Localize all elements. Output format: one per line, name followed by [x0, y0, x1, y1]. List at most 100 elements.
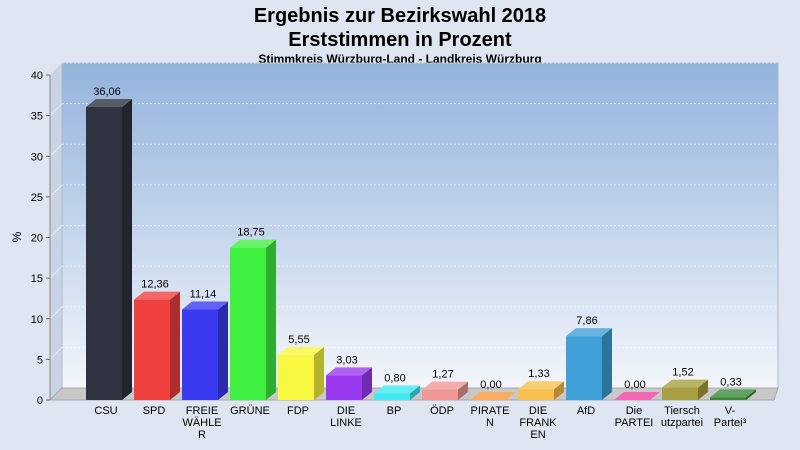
value-label: 18,75: [237, 227, 265, 239]
value-label: 3,03: [336, 354, 357, 366]
bar-top: [662, 379, 708, 388]
y-axis-label: %: [10, 231, 24, 242]
bar-side: [554, 381, 564, 400]
bar-top: [86, 99, 132, 108]
bar-13: [710, 389, 756, 400]
bar-front: [230, 247, 266, 400]
category-labels: CSU SPD FREIE WÄHLE R GRÜNE FDP DIE LINKE BP ÖDP PI…: [94, 405, 746, 441]
value-label: 0,80: [384, 373, 405, 385]
bar-front: [374, 393, 410, 400]
bar-side: [362, 367, 372, 400]
y-tick-label: 15: [31, 273, 43, 285]
y-tick-label: 10: [31, 314, 43, 326]
category-label: DIE LINKE: [330, 405, 362, 429]
bar-front: [278, 354, 314, 400]
bar-8: [470, 392, 516, 400]
bar-top: [326, 367, 372, 376]
category-label: V-Partei³: [714, 405, 747, 429]
bar-front: [182, 309, 218, 400]
gridline-side: [49, 347, 63, 360]
category-label: ÖDP: [430, 405, 454, 417]
category-label: AfD: [577, 405, 595, 417]
bar-11: [614, 392, 660, 400]
y-axis: 0 5 10 15 20 25 30 35 40: [31, 70, 51, 407]
value-labels: 36,06 12,36 11,14 18,75 5,55 3,03 0,80 1,27 0,00…: [93, 86, 741, 391]
bar-top: [134, 291, 180, 300]
bar-top: [518, 381, 564, 390]
chart-title: Ergebnis zur Bezirkswahl 2018 Erststimme…: [0, 4, 800, 52]
bar-9: [518, 381, 564, 400]
gridline-side: [49, 306, 63, 320]
bar-top: [614, 392, 660, 400]
bar-side: [698, 379, 708, 400]
category-label: DIE FRANK EN: [519, 405, 557, 441]
value-label: 5,55: [288, 334, 309, 346]
bar-1: [134, 291, 180, 400]
bar-6: [374, 385, 420, 400]
category-label: GRÜNE: [230, 405, 270, 417]
category-label: Die PARTEI: [615, 405, 654, 429]
y-tick-label: 20: [31, 233, 43, 245]
chart-title-line-1: Ergebnis zur Bezirkswahl 2018: [253, 5, 547, 27]
y-tick-label: 5: [37, 354, 43, 366]
bar-top: [278, 346, 324, 355]
bar-side: [746, 389, 756, 400]
category-label: FDP: [287, 405, 309, 417]
category-label: PIRATE N: [471, 405, 510, 429]
gridline-side: [49, 225, 63, 238]
bar-0: [86, 99, 132, 400]
bar-front: [86, 107, 122, 400]
bar-top: [182, 301, 228, 310]
category-label: BP: [387, 405, 402, 417]
value-label: 0,00: [624, 379, 645, 391]
value-label: 1,27: [432, 369, 453, 381]
value-label: 1,33: [528, 368, 549, 380]
category-label: SPD: [143, 405, 166, 417]
gridlines: [49, 62, 778, 360]
value-label: 36,06: [93, 86, 121, 98]
bar-2: [182, 301, 228, 400]
gridline-side: [49, 143, 63, 157]
bar-4: [278, 346, 324, 400]
bar-3: [230, 239, 276, 400]
y-tick-label: 30: [31, 151, 43, 163]
bar-side: [314, 346, 324, 400]
bar-side: [410, 385, 420, 400]
y-tick-label: 25: [31, 192, 43, 204]
bar-top: [374, 385, 420, 394]
category-label: CSU: [94, 405, 117, 417]
bar-12: [662, 379, 708, 400]
bar-front: [134, 299, 170, 400]
category-label: FREIE WÄHLE R: [182, 405, 221, 441]
value-label: 0,33: [720, 376, 741, 388]
value-label: 12,36: [141, 279, 169, 291]
bar-side: [218, 301, 228, 400]
y-tick-label: 40: [31, 70, 43, 82]
bar-front: [662, 387, 698, 400]
bar-front: [710, 397, 746, 400]
bar-top: [470, 392, 516, 400]
bar-top: [422, 381, 468, 390]
value-label: 1,52: [672, 367, 693, 379]
bar-top: [710, 389, 756, 398]
value-label: 11,14: [190, 288, 217, 300]
bar-front: [422, 389, 458, 400]
bar-top: [566, 328, 612, 337]
bar-side: [458, 381, 468, 400]
bar-side: [170, 291, 180, 400]
y-tick-label: 0: [37, 395, 43, 407]
bar-front: [566, 336, 602, 400]
value-label: 0,00: [480, 379, 501, 391]
bar-front: [326, 375, 362, 400]
bar-10: [566, 328, 612, 400]
y-tick-label: 35: [31, 111, 43, 123]
gridline-side: [49, 184, 63, 198]
gridline-side: [49, 265, 63, 279]
bar-5: [326, 367, 372, 400]
bar-side: [266, 239, 276, 400]
bar-front: [518, 389, 554, 400]
gridline-side: [49, 62, 63, 76]
gridline-side: [49, 103, 63, 116]
bars: [86, 99, 756, 400]
